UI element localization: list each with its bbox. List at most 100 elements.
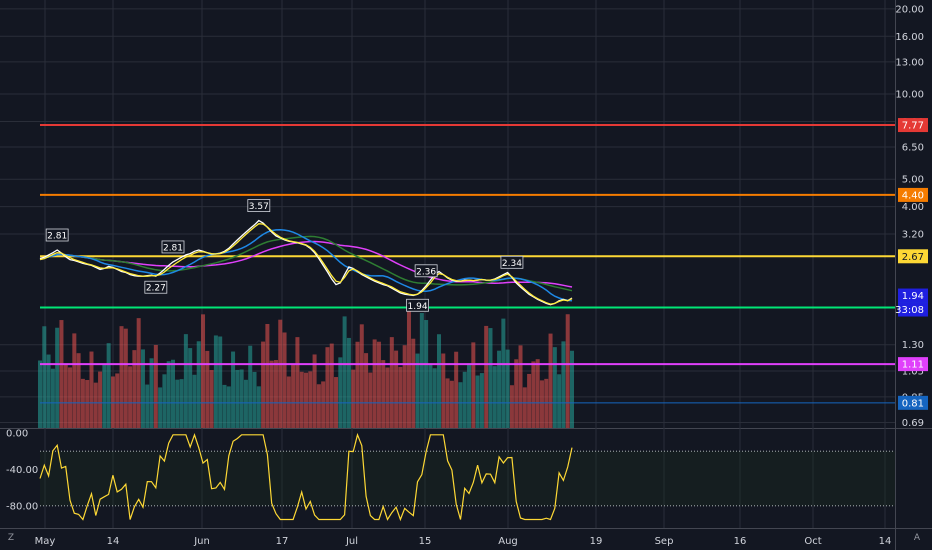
level-tag-bg xyxy=(898,357,928,372)
last-price-tag: 1.94 xyxy=(898,288,928,303)
price-series-line xyxy=(39,219,573,306)
volume-bar xyxy=(158,387,163,428)
volume-bar xyxy=(385,367,390,428)
time-tick-label: 16 xyxy=(734,536,747,547)
volume-bar xyxy=(544,378,549,428)
volume-bar xyxy=(488,328,493,428)
volume-bar xyxy=(381,360,386,428)
volume-bar xyxy=(346,337,351,428)
volume-bar xyxy=(132,350,137,428)
moving-average-line xyxy=(39,228,573,302)
volume-bar xyxy=(342,316,347,428)
price-annotation: 1.94 xyxy=(406,298,429,312)
volume-bar xyxy=(89,351,94,428)
volume-bar xyxy=(424,320,429,428)
price-annotation: 2.27 xyxy=(144,280,168,294)
level-tag: 4.40 xyxy=(898,187,928,202)
level-tag-bg xyxy=(898,249,928,264)
volume-bar xyxy=(235,369,240,428)
volume-bar xyxy=(514,359,519,428)
price-tick-label: 1.30 xyxy=(902,340,924,351)
volume-bar xyxy=(213,335,218,428)
volume-bar xyxy=(46,354,51,428)
volume-bar xyxy=(278,319,283,428)
volume-bar xyxy=(479,373,484,428)
moving-average-line xyxy=(39,235,573,292)
price-series-line xyxy=(39,223,573,305)
volume-bar xyxy=(110,376,115,428)
price-tick-label: 10.00 xyxy=(895,90,924,101)
volume-bar xyxy=(63,364,68,428)
volume-bar xyxy=(548,333,553,428)
volume-bar xyxy=(364,353,369,428)
auto-scale-button[interactable]: A xyxy=(913,533,921,543)
volume-bar xyxy=(243,379,248,428)
annotation-label: 2.27 xyxy=(146,284,166,294)
annotation-label: 2.81 xyxy=(47,232,67,242)
volume-bar xyxy=(432,368,437,428)
volume-bar xyxy=(175,379,180,428)
volume-bar xyxy=(552,347,557,428)
countdown-text: 33:08 xyxy=(895,305,924,316)
volume-bar xyxy=(248,345,253,428)
volume-bar xyxy=(85,380,90,428)
volume-bar xyxy=(252,371,257,428)
volume-bar xyxy=(325,347,330,428)
volume-bar xyxy=(389,337,394,428)
volume-bar xyxy=(42,326,47,428)
time-tick-label: 14 xyxy=(879,536,892,547)
annotation-label: 3.57 xyxy=(249,202,269,212)
oscillator-band xyxy=(40,451,895,506)
time-tick-label: Jun xyxy=(193,536,210,547)
annotation-box xyxy=(500,255,524,269)
level-tag: 2.67 xyxy=(898,249,928,264)
volume-bar xyxy=(368,372,373,428)
volume-bar xyxy=(441,353,446,428)
volume-bar xyxy=(411,338,416,428)
level-tag-text: 7.77 xyxy=(902,121,924,132)
annotation-box xyxy=(144,280,168,294)
volume-bar xyxy=(38,360,42,428)
volume-bar xyxy=(312,354,317,428)
level-tag-text: 4.40 xyxy=(902,190,924,201)
price-tick-label: 1.05 xyxy=(902,366,924,377)
volume-bar xyxy=(218,336,223,428)
horizontal-levels[interactable] xyxy=(40,124,895,404)
price-tick-label: 4.00 xyxy=(902,202,924,213)
time-tick-label: 14 xyxy=(107,536,120,547)
volume-bar xyxy=(522,387,527,428)
volume-bar xyxy=(59,320,64,428)
volume-bar xyxy=(50,368,55,428)
volume-bar xyxy=(304,372,308,428)
volume-bar xyxy=(509,385,514,428)
volume-bar xyxy=(162,374,167,428)
price-annotation: 2.81 xyxy=(45,228,69,242)
volume-bar xyxy=(171,359,175,428)
volume-bar xyxy=(196,341,201,428)
volume-bar xyxy=(261,341,266,428)
time-tick-label: May xyxy=(35,536,56,547)
annotation-label: 2.36 xyxy=(416,267,436,277)
price-annotations: 2.81 2.27 2.81 3.57 2.36 1.94 2.34 xyxy=(45,199,524,312)
time-tick-label: 19 xyxy=(590,536,603,547)
zoom-button[interactable]: Z xyxy=(7,533,15,543)
price-annotation: 3.57 xyxy=(247,199,271,212)
volume-bar xyxy=(351,369,356,428)
last-price-tag-bg xyxy=(898,288,928,303)
volume-bar xyxy=(402,345,407,428)
time-tick-label: Jul xyxy=(345,536,358,547)
level-tag-text: 2.67 xyxy=(902,252,924,263)
annotation-box xyxy=(406,298,429,312)
volume-bar xyxy=(231,351,236,428)
price-tick-label: 16.00 xyxy=(895,32,924,43)
volume-bar xyxy=(123,328,128,428)
volume-bar xyxy=(265,324,270,428)
volume-bar xyxy=(394,350,399,428)
volume-bar xyxy=(308,371,313,428)
volume-bar xyxy=(398,366,403,428)
time-axis[interactable]: May 14 Jun 17 Jul 15 Aug 19 Sep 16 Oct 14 xyxy=(35,536,892,547)
volume-bar xyxy=(192,374,197,428)
